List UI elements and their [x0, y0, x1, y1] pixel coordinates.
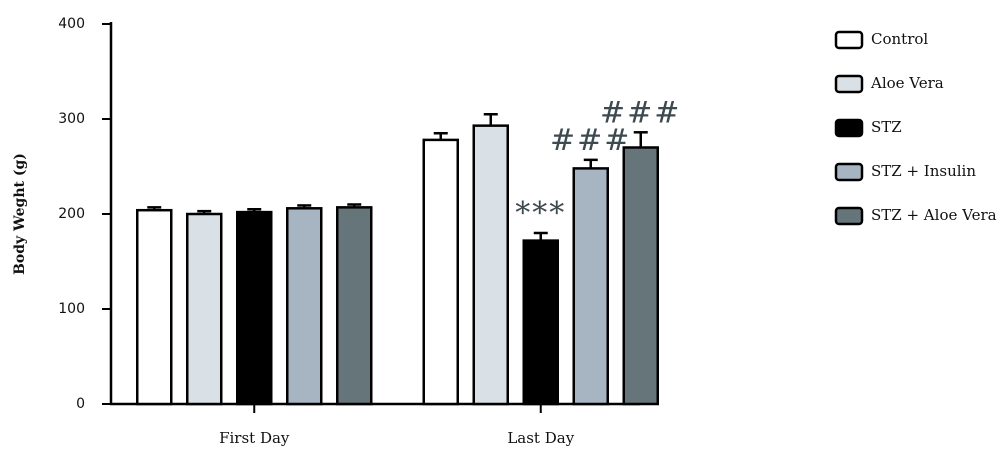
bar	[622, 146, 659, 406]
y-tick-label: 100	[58, 301, 85, 317]
legend-swatch	[834, 30, 864, 50]
annotation: ###	[550, 123, 631, 158]
bar	[286, 207, 323, 406]
legend-swatch	[834, 118, 864, 138]
y-tick-label: 300	[58, 111, 85, 127]
bar	[336, 206, 373, 406]
legend-label: STZ + Insulin	[871, 162, 976, 180]
bar	[136, 208, 173, 406]
legend-label: Aloe Vera	[870, 74, 944, 92]
bar	[522, 239, 559, 406]
x-tick-label: Last Day	[507, 429, 574, 447]
x-tick-label: First Day	[219, 429, 290, 447]
legend-swatch	[834, 206, 864, 226]
y-tick-label: 400	[58, 16, 85, 32]
annotation: ***	[515, 196, 566, 231]
annotation: ###	[600, 95, 681, 130]
bar	[472, 124, 509, 406]
y-tick-label: 200	[58, 206, 85, 222]
bar	[236, 210, 273, 406]
y-axis-label: Body Weght (g)	[12, 153, 28, 275]
y-tick-label: 0	[76, 396, 85, 412]
legend-swatch	[834, 162, 864, 182]
legend-label: STZ	[871, 118, 902, 136]
legend-swatch	[834, 74, 864, 94]
bar	[186, 212, 223, 406]
bar	[422, 138, 459, 406]
legend-label: STZ + Aloe Vera	[871, 206, 997, 224]
bar	[572, 167, 609, 406]
legend-label: Control	[871, 30, 928, 48]
